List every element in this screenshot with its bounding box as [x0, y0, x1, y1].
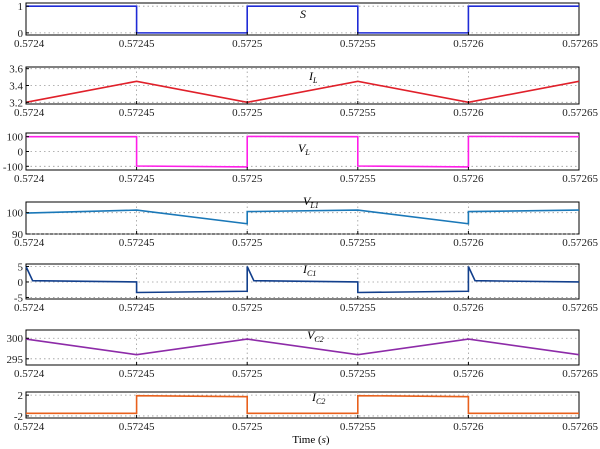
- signal-label-VC2: VC2: [307, 328, 324, 344]
- series-line-S: [26, 5, 579, 34]
- y-tick-label: 5: [18, 261, 24, 273]
- x-tick-label: 0.57245: [119, 107, 155, 119]
- x-tick-label: 0.57265: [562, 107, 598, 119]
- panel-VL: -100 0 100 0.5724 0.57245 0.5725 0.57255 0.5726…: [3, 132, 599, 185]
- x-tick-label: 0.57245: [119, 173, 155, 185]
- panel-VL1: 90 100 0.5724 0.57245 0.5725 0.57255 0.5726 0.5…: [7, 194, 599, 249]
- y-tick-label: 0: [18, 147, 24, 159]
- x-tick-label: 0.5726: [453, 107, 484, 119]
- x-tick-label: 0.5725: [232, 237, 263, 249]
- series-line-IC1: [25, 266, 580, 294]
- panel-S: 0 1 0.5724 0.57245 0.5725 0.57255 0.5726 0.5726…: [14, 1, 599, 50]
- x-tick-label: 0.57255: [340, 107, 376, 119]
- series-line-IC2: [26, 394, 579, 415]
- x-tick-label: 0.5726: [453, 302, 484, 314]
- x-axis-label-unit: s: [322, 434, 326, 446]
- panel-IC2: -2 2 0.5724 0.57245 0.5725 0.57255 0.5726 0.572…: [14, 390, 599, 433]
- panel-IC1: -5 0 5 0.5724 0.57245 0.5725 0.57255 0.5726 0.57…: [14, 261, 599, 314]
- y-tick-label: 2: [18, 390, 24, 402]
- signal-label-VL: VL: [298, 141, 310, 157]
- x-axis-label-main: Time: [292, 434, 315, 446]
- x-tick-label: 0.5726: [453, 173, 484, 185]
- x-tick-label: 0.57245: [119, 38, 155, 50]
- x-tick-label: 0.57245: [119, 421, 155, 433]
- y-tick-label: -2: [14, 411, 23, 423]
- y-tick-label: 300: [7, 333, 24, 345]
- panel-frame: [25, 201, 580, 235]
- series-line-IL: [25, 80, 580, 104]
- signal-label-IL: IL: [308, 69, 318, 85]
- x-axis-label: Time (s): [292, 434, 330, 446]
- x-tick-label: 0.5726: [453, 237, 484, 249]
- x-tick-label: 0.5724: [14, 421, 45, 433]
- x-tick-label: 0.57245: [119, 302, 155, 314]
- x-tick-label: 0.57255: [340, 237, 376, 249]
- x-tick-label: 0.57255: [340, 302, 376, 314]
- x-tick-label: 0.5725: [232, 107, 263, 119]
- x-tick-label: 0.57245: [119, 237, 155, 249]
- x-tick-label: 0.5724: [14, 107, 45, 119]
- signal-label-IC2: IC2: [311, 390, 325, 406]
- x-tick-label: 0.5724: [14, 302, 45, 314]
- x-tick-label: 0.57265: [562, 173, 598, 185]
- panel-frame: [25, 132, 580, 171]
- panel-VC2: 295 300 0.5724 0.57245 0.5725 0.57255 0.5726 0.…: [7, 328, 599, 380]
- series-line-VC2: [25, 338, 580, 356]
- x-tick-label: 0.57265: [562, 237, 598, 249]
- signal-label-VL1: VL1: [303, 194, 319, 210]
- x-tick-label: 0.57265: [562, 421, 598, 433]
- series-line-VL: [26, 135, 580, 168]
- x-tick-label: 0.57255: [340, 421, 376, 433]
- y-tick-label: 100: [7, 132, 24, 144]
- x-tick-label: 0.5724: [14, 368, 45, 380]
- x-tick-label: 0.5726: [453, 368, 484, 380]
- x-tick-label: 0.5725: [232, 38, 263, 50]
- x-tick-label: 0.5724: [14, 173, 45, 185]
- x-tick-label: 0.57265: [562, 302, 598, 314]
- y-tick-label: 100: [7, 208, 24, 220]
- y-tick-label: 3.6: [9, 64, 23, 76]
- x-tick-label: 0.5724: [14, 237, 45, 249]
- panel-frame: [25, 2, 580, 36]
- y-tick-label: 3.2: [9, 97, 23, 109]
- signal-label-S: S: [300, 7, 306, 21]
- x-tick-label: 0.57265: [562, 38, 598, 50]
- x-tick-label: 0.57255: [340, 368, 376, 380]
- y-tick-label: 0: [18, 28, 24, 40]
- signal-label-IC1: IC1: [302, 262, 316, 278]
- y-tick-label: -100: [3, 161, 24, 173]
- x-tick-label: 0.5725: [232, 302, 263, 314]
- x-tick-label: 0.5724: [14, 38, 45, 50]
- x-tick-label: 0.57255: [340, 38, 376, 50]
- y-tick-label: 295: [7, 354, 24, 366]
- panel-IL: 3.2 3.4 3.6 0.5724 0.57245 0.5725 0.57255 0.572…: [9, 64, 598, 119]
- y-tick-label: 0: [18, 277, 24, 289]
- x-tick-label: 0.5726: [453, 421, 484, 433]
- y-tick-label: 3.4: [9, 81, 23, 93]
- x-tick-label: 0.57265: [562, 368, 598, 380]
- x-tick-label: 0.5726: [453, 38, 484, 50]
- series-line-VL1: [25, 209, 580, 225]
- x-tick-label: 0.57245: [119, 368, 155, 380]
- x-tick-label: 0.5725: [232, 421, 263, 433]
- y-tick-label: 90: [12, 229, 24, 241]
- y-tick-label: 1: [18, 1, 24, 13]
- x-tick-label: 0.5725: [232, 173, 263, 185]
- panel-frame: [25, 66, 580, 105]
- y-tick-label: -5: [14, 292, 24, 304]
- x-tick-label: 0.5725: [232, 368, 263, 380]
- x-tick-label: 0.57255: [340, 173, 376, 185]
